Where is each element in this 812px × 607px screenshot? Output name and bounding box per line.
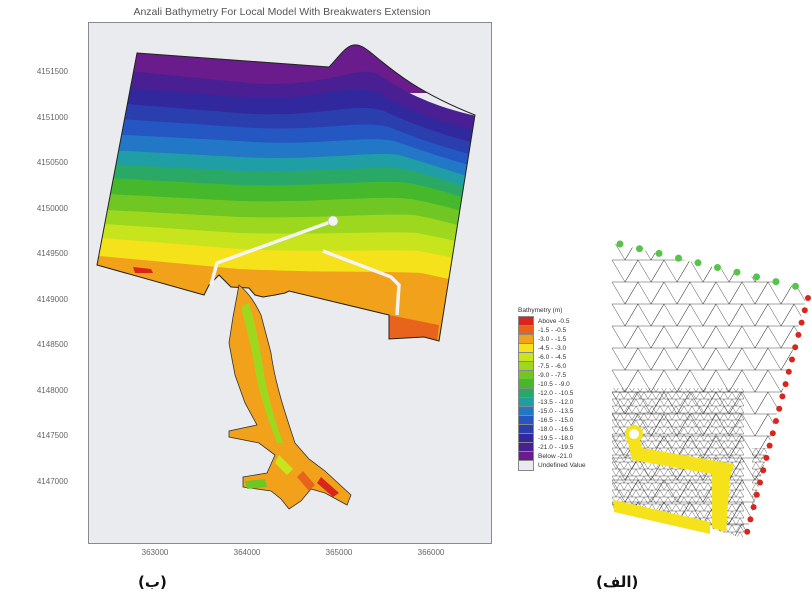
boundary-node [772, 278, 780, 286]
boundary-node [747, 516, 754, 523]
boundary-node [789, 356, 795, 363]
x-tick-label: 366000 [417, 548, 445, 557]
legend-label: Below -21.0 [538, 453, 573, 460]
boundary-node [766, 442, 773, 449]
boundary-node [744, 528, 751, 535]
boundary-node [616, 240, 624, 248]
breakwaters [209, 215, 401, 316]
legend-title: Bathymetry (m) [518, 307, 563, 314]
y-tick-label: 4150000 [36, 203, 68, 213]
legend-label: -7.5 - -6.0 [538, 363, 567, 370]
triangular-mesh [612, 244, 808, 538]
boundary-node [760, 467, 767, 474]
y-tick-label: 4148000 [36, 385, 68, 395]
legend-entries: Above -0.5 -1.5 - -0.5 -3.0 - -1.5 -4.5 - -… [518, 316, 620, 471]
mesh-detail-panel: (الف) [596, 238, 812, 591]
legend-label: -12.0 - -10.5 [538, 390, 574, 397]
boundary-node [675, 254, 682, 262]
boundary-node [801, 307, 808, 314]
boundary-node [763, 454, 770, 461]
boundary-node [798, 319, 805, 326]
boundary-node [805, 295, 811, 301]
boundary-nodes-red [744, 295, 811, 535]
boundary-node [655, 249, 663, 257]
bathymetry-map-panel: Anzali Bathymetry For Local Model With B… [36, 6, 492, 591]
boundary-nodes-green [616, 240, 799, 290]
boundary-node [636, 245, 643, 253]
legend-label: -10.5 - -9.0 [538, 381, 570, 388]
boundary-node [750, 504, 757, 511]
boundary-node [776, 405, 783, 412]
x-tick-label: 363000 [141, 548, 169, 557]
boundary-node [795, 331, 802, 338]
legend-label: -21.0 - -19.5 [538, 444, 574, 451]
x-tick-label: 365000 [325, 548, 353, 557]
boundary-node [753, 491, 760, 498]
legend-label: -6.0 - -4.5 [538, 354, 567, 361]
boundary-node [714, 264, 721, 271]
y-tick-label: 4149000 [36, 294, 68, 304]
legend-swatch [518, 460, 534, 471]
boundary-node [753, 273, 760, 281]
y-tick-label: 4149500 [36, 249, 68, 258]
bathymetry-map [96, 44, 476, 510]
domain-outline [96, 44, 476, 342]
y-tick-label: 4151500 [36, 67, 68, 76]
y-tick-label: 4147500 [36, 431, 68, 440]
legend-label: -16.5 - -15.0 [538, 417, 574, 424]
map-plot-area [88, 22, 492, 544]
breakwater-band [626, 432, 734, 532]
y-tick-label: 4150500 [36, 158, 68, 167]
y-tick-label: 4148500 [36, 340, 68, 349]
legend-label: -1.5 - -0.5 [538, 327, 567, 334]
caption-b: (ب) [138, 573, 167, 591]
boundary-node [733, 268, 741, 276]
y-tick-label: 4151000 [36, 112, 68, 122]
legend-item: Undefined Value [518, 460, 620, 471]
map-title: Anzali Bathymetry For Local Model With B… [133, 6, 431, 18]
boundary-node [769, 430, 776, 437]
legend-label: -15.0 - -13.5 [538, 408, 574, 415]
legend-label: -9.0 - -7.5 [538, 372, 567, 379]
legend-label: Undefined Value [538, 462, 586, 469]
boundary-node [773, 418, 779, 424]
caption-a: (الف) [596, 573, 639, 591]
mesh-detail [612, 240, 811, 538]
boundary-node [792, 282, 799, 290]
boundary-node [792, 344, 799, 351]
river-channel [228, 284, 352, 510]
bathymetry-legend: Bathymetry (m) Above -0.5 -1.5 - -0.5 -3.0… [518, 307, 620, 471]
shore-band [614, 500, 710, 534]
boundary-node [785, 368, 792, 375]
legend-label: -18.0 - -16.5 [538, 426, 574, 433]
legend-label: -19.5 - -18.0 [538, 435, 574, 442]
legend-label: -3.0 - -1.5 [538, 336, 567, 343]
y-tick-label: 4147000 [36, 476, 68, 486]
legend-label: -13.5 - -12.0 [538, 399, 574, 406]
boundary-node [694, 259, 702, 267]
legend-label: -4.5 - -3.0 [538, 345, 567, 352]
boundary-node [779, 393, 786, 400]
offshore-bathymetry [97, 44, 475, 341]
x-tick-label: 364000 [233, 548, 261, 557]
legend-label: Above -0.5 [538, 318, 570, 325]
boundary-node [782, 381, 789, 388]
boundary-node [757, 479, 763, 486]
